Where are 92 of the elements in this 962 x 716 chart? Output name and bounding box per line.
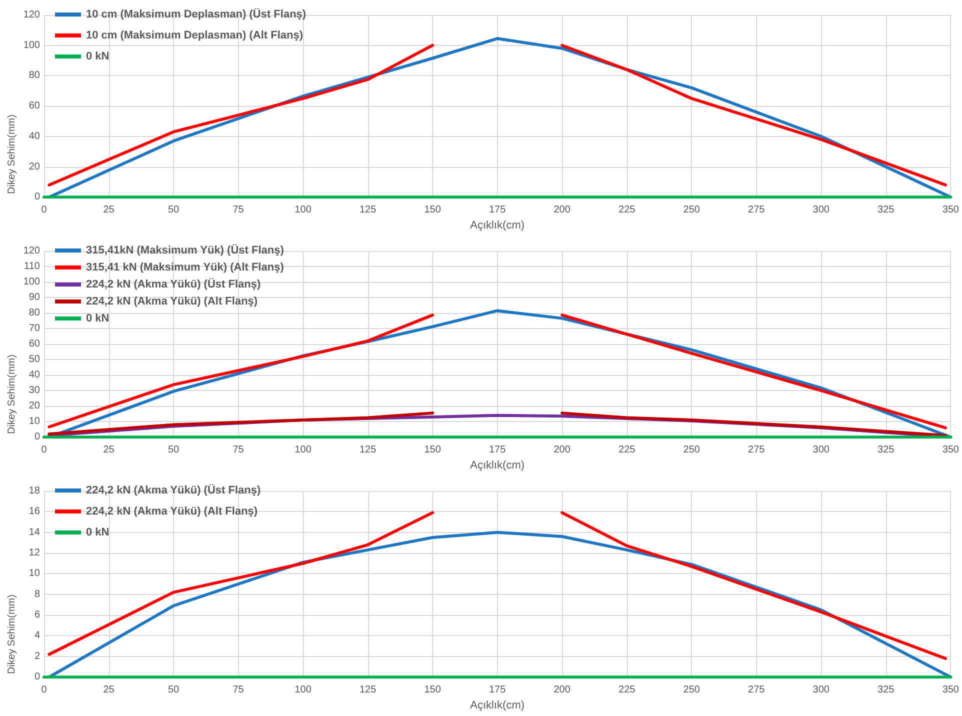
y-tick-label: 16 (28, 506, 40, 518)
x-tick-label: 300 (812, 204, 830, 216)
legend-label: 10 cm (Maksimum Deplasman) (Üst Flanş) (86, 8, 306, 20)
x-tick-label: 50 (168, 204, 180, 216)
x-tick-label: 150 (424, 684, 442, 696)
x-tick-label: 50 (168, 444, 180, 456)
y-tick-label: 90 (28, 292, 40, 304)
y-tick-label: 50 (28, 354, 40, 366)
y-tick-label: 6 (34, 610, 40, 621)
y-tick-label: 12 (28, 548, 40, 559)
y-tick-label: 0 (34, 432, 40, 443)
y-tick-label: 10 (28, 416, 40, 428)
x-tick-label: 75 (232, 684, 244, 696)
x-tick-label: 0 (41, 444, 48, 456)
x-tick-label: 100 (294, 444, 312, 456)
x-tick-label: 75 (232, 204, 244, 216)
x-tick-label: 150 (424, 204, 442, 216)
legend-label: 224,2 kN (Akma Yükü) (Alt Flanş) (86, 506, 258, 518)
y-tick-label: 100 (23, 276, 40, 288)
x-tick-label: 275 (748, 204, 766, 216)
x-tick-label: 325 (878, 444, 895, 456)
x-tick-label: 125 (359, 204, 377, 216)
x-tick-label: 225 (618, 444, 636, 456)
y-tick-label: 80 (28, 308, 40, 319)
x-tick-label: 175 (488, 444, 506, 456)
x-tick-label: 300 (812, 444, 830, 456)
x-tick-label: 250 (683, 204, 700, 216)
legend-label: 10 cm (Maksimum Deplasman) (Alt Flanş) (86, 30, 304, 42)
x-tick-label: 325 (878, 684, 895, 696)
x-tick-label: 100 (294, 204, 312, 216)
y-tick-label: 40 (28, 130, 40, 142)
y-tick-label: 110 (24, 261, 40, 272)
legend-label: 0 kN (86, 50, 110, 62)
x-tick-label: 200 (554, 684, 571, 696)
x-tick-label: 300 (812, 684, 830, 696)
x-tick-label: 225 (618, 204, 636, 216)
y-tick-label: 8 (34, 588, 40, 600)
x-tick-label: 150 (424, 444, 442, 456)
x-tick-label: 125 (359, 684, 377, 696)
x-tick-label: 250 (683, 444, 700, 456)
legend-label: 315,41kN (Maksimum Yük) (Üst Flanş) (86, 244, 284, 256)
legend-label: 0 kN (86, 312, 110, 324)
x-tick-label: 50 (168, 684, 180, 696)
x-tick-label: 275 (748, 444, 766, 456)
x-tick-label: 25 (103, 684, 115, 696)
x-axis-title: Açıklık(cm) (470, 220, 525, 232)
y-tick-label: 4 (34, 630, 40, 642)
x-axis-title: Açıklık(cm) (470, 700, 525, 712)
legend-label: 224,2 kN (Akma Yükü) (Alt Flanş) (86, 296, 258, 308)
x-tick-label: 225 (618, 684, 636, 696)
y-tick-label: 40 (28, 370, 40, 381)
y-tick-label: 0 (34, 672, 40, 683)
legend-label: 224,2 kN (Akma Yükü) (Üst Flanş) (86, 278, 261, 290)
y-tick-label: 30 (28, 385, 40, 396)
legend-label: 0 kN (86, 526, 110, 538)
y-tick-label: 80 (28, 70, 40, 82)
y-axis-title: Dikey Sehim(mm) (6, 354, 18, 434)
x-tick-label: 275 (748, 684, 766, 696)
y-axis-title: Dikey Sehim(mm) (6, 594, 18, 674)
x-tick-label: 100 (294, 684, 312, 696)
x-tick-label: 0 (41, 684, 48, 696)
x-tick-label: 125 (359, 444, 377, 456)
y-tick-label: 18 (28, 486, 40, 496)
y-tick-label: 70 (28, 323, 40, 334)
x-tick-label: 325 (878, 204, 895, 216)
x-axis-title: Açıklık(cm) (470, 460, 525, 472)
y-tick-label: 100 (23, 40, 40, 51)
y-axis-title: Dikey Sehim(mm) (6, 114, 18, 194)
y-tick-label: 2 (34, 650, 40, 662)
x-tick-label: 175 (488, 684, 506, 696)
x-tick-label: 200 (554, 204, 571, 216)
x-tick-label: 0 (41, 204, 48, 216)
x-tick-label: 200 (554, 444, 571, 456)
x-tick-label: 25 (103, 204, 115, 216)
x-tick-label: 350 (942, 204, 960, 216)
x-tick-label: 25 (103, 444, 115, 456)
legend-label: 224,2 kN (Akma Yükü) (Üst Flanş) (86, 484, 261, 496)
y-tick-label: 20 (28, 400, 40, 412)
y-tick-label: 60 (28, 338, 40, 350)
y-tick-label: 120 (23, 10, 40, 20)
x-tick-label: 175 (488, 204, 506, 216)
y-tick-label: 10 (28, 568, 40, 580)
x-tick-label: 350 (942, 444, 960, 456)
x-tick-label: 350 (942, 684, 960, 696)
y-tick-label: 14 (28, 526, 40, 538)
y-tick-label: 0 (34, 192, 40, 203)
x-tick-label: 75 (232, 444, 244, 456)
y-tick-label: 20 (28, 161, 40, 172)
y-tick-label: 120 (23, 246, 40, 256)
legend-label: 315,41 kN (Maksimum Yük) (Alt Flanş) (86, 262, 284, 274)
x-tick-label: 250 (683, 684, 700, 696)
y-tick-label: 60 (28, 100, 40, 112)
